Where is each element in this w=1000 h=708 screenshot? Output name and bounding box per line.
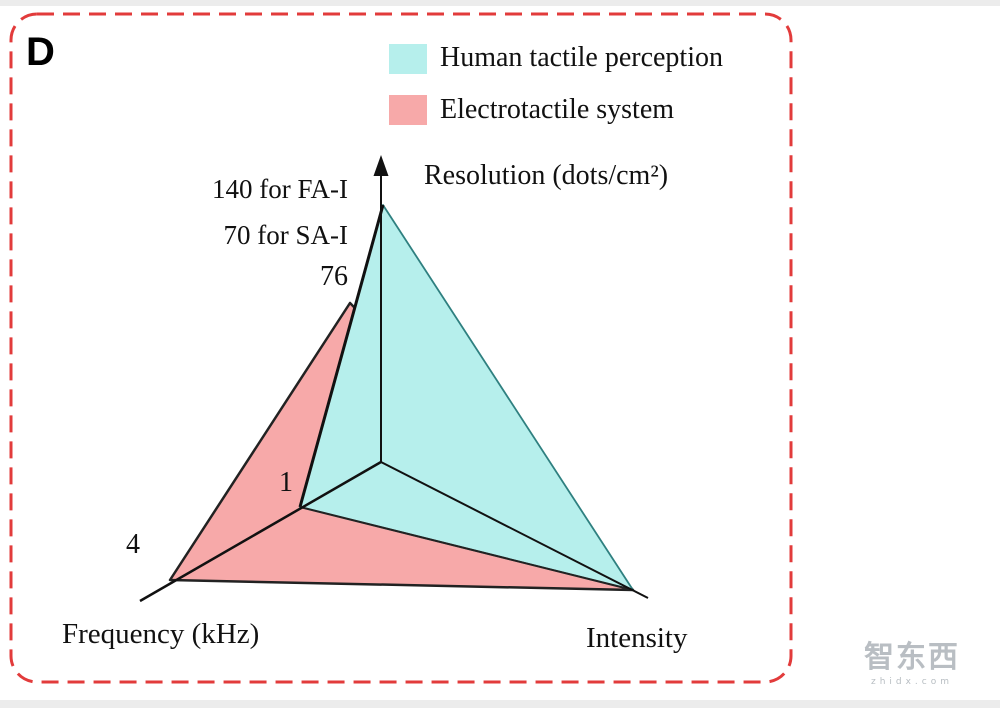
panel-letter: D [26,30,55,74]
tick-frequency-4: 4 [126,529,140,560]
legend-label-electrotactile: Electrotactile system [440,94,675,125]
resolution-annotation-block: 140 for FA-I 70 for SA-I [160,166,348,258]
frequency-axis-line [139,460,382,603]
human-bottom-edge [299,506,634,591]
bottom-edge-strip [0,700,1000,708]
watermark: 智东西 zhidx.com [842,632,982,687]
tick-frequency-1: 1 [279,467,293,498]
watermark-logo-text: 智东西 [864,640,960,675]
legend-swatch-electrotactile [389,95,427,125]
watermark-url-text: zhidx.com [870,677,954,687]
resolution-annotation-fa: 140 for FA-I [212,174,348,204]
top-edge-strip [0,0,1000,6]
frequency-axis-label: Frequency (kHz) [62,618,260,650]
legend-swatch-human [389,44,427,74]
resolution-annotation-sa: 70 for SA-I [223,220,348,250]
intensity-axis-label: Intensity [586,622,688,654]
panel-dashed-border [9,12,793,684]
tick-resolution-76: 76 [320,261,348,292]
resolution-axis-label: Resolution (dots/cm²) [424,160,669,191]
resolution-axis-arrowhead [373,155,389,176]
intensity-axis-line [380,461,649,599]
legend-label-human: Human tactile perception [440,42,723,73]
human-left-edge [298,204,385,508]
